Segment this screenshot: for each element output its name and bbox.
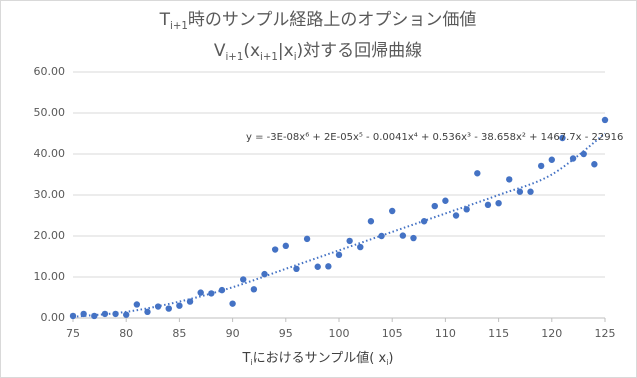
data-point <box>176 302 183 309</box>
x-tick-label: 100 <box>329 327 350 340</box>
data-point <box>367 218 375 225</box>
data-point <box>123 311 130 318</box>
data-point <box>325 263 332 270</box>
x-axis-label-part: T <box>242 351 251 366</box>
data-point <box>506 176 513 183</box>
data-point <box>357 243 364 251</box>
data-point <box>335 251 343 259</box>
x-tick-label: 85 <box>172 327 186 340</box>
data-point <box>240 276 247 283</box>
chart-subtitle-part: |x <box>278 41 294 61</box>
chart-subtitle-part: (x <box>243 41 260 61</box>
data-point <box>495 200 502 207</box>
data-point <box>144 308 151 316</box>
data-point <box>537 162 545 170</box>
x-axis-label-part: i <box>386 358 388 367</box>
data-point <box>218 286 226 294</box>
chart-subtitle-part: i <box>294 52 297 63</box>
data-point <box>165 305 172 312</box>
chart-subtitle-part: i+1 <box>260 52 278 63</box>
data-point <box>303 235 311 243</box>
x-tick-label: 95 <box>279 327 293 340</box>
data-point <box>452 212 460 219</box>
chart-title-part: 時のサンプル経路上のオプション価値 <box>188 10 477 30</box>
data-point <box>229 300 236 307</box>
y-tick-label: 40.00 <box>34 147 66 160</box>
chart-subtitle-part: i+1 <box>225 52 243 63</box>
data-point <box>474 170 481 177</box>
x-tick-label: 75 <box>66 327 80 340</box>
data-point <box>346 237 353 245</box>
chart-subtitle-part: V <box>214 41 226 61</box>
data-point <box>271 246 279 253</box>
data-point <box>133 301 141 308</box>
y-tick-label: 60.00 <box>34 65 66 78</box>
data-point <box>591 161 598 168</box>
data-point <box>389 207 396 215</box>
x-axis-label-part: におけるサンプル値( x <box>253 350 387 366</box>
x-tick-label: 90 <box>226 327 240 340</box>
x-axis-label-part: i <box>251 358 253 367</box>
trendline-equation: y = -3E-08x⁶ + 2E-05x⁵ - 0.0041x⁴ + 0.53… <box>246 132 623 143</box>
data-point <box>399 232 407 239</box>
chart-title-part: i+1 <box>170 21 188 32</box>
data-point <box>431 202 438 210</box>
x-axis-label-part: ) <box>388 351 393 366</box>
data-point <box>601 116 609 124</box>
data-point <box>559 134 566 142</box>
data-point <box>293 265 300 272</box>
y-tick-label: 30.00 <box>34 188 66 201</box>
data-point <box>314 263 321 270</box>
x-tick-label: 110 <box>435 327 456 340</box>
data-point <box>410 234 417 242</box>
y-tick-label: 50.00 <box>34 106 66 119</box>
x-tick-label: 125 <box>595 327 616 340</box>
x-tick-label: 120 <box>541 327 562 340</box>
chart-subtitle: Vi+1(xi+1|xi)対する回帰曲線 <box>214 41 422 63</box>
trendline <box>72 132 606 318</box>
data-point <box>261 270 268 278</box>
data-point <box>197 289 204 296</box>
data-point <box>442 197 449 204</box>
data-point <box>484 201 492 209</box>
chart-subtitle-part: )対する回帰曲線 <box>297 41 423 61</box>
data-point <box>516 188 524 195</box>
data-point <box>548 156 555 163</box>
x-axis-label: Tiにおけるサンプル値( xi) <box>242 350 394 367</box>
y-tick-label: 0.00 <box>41 311 66 324</box>
data-point <box>580 150 587 158</box>
data-point <box>282 242 289 250</box>
x-tick-label: 105 <box>382 327 403 340</box>
chart-title: Ti+1時のサンプル経路上のオプション価値 <box>159 10 477 32</box>
y-tick-label: 10.00 <box>34 270 66 283</box>
data-point <box>250 286 258 293</box>
chart-title-part: T <box>159 10 171 30</box>
x-tick-label: 115 <box>488 327 509 340</box>
y-tick-label: 20.00 <box>34 229 66 242</box>
data-point <box>527 188 534 195</box>
data-point <box>154 303 162 310</box>
x-tick-label: 80 <box>119 327 133 340</box>
